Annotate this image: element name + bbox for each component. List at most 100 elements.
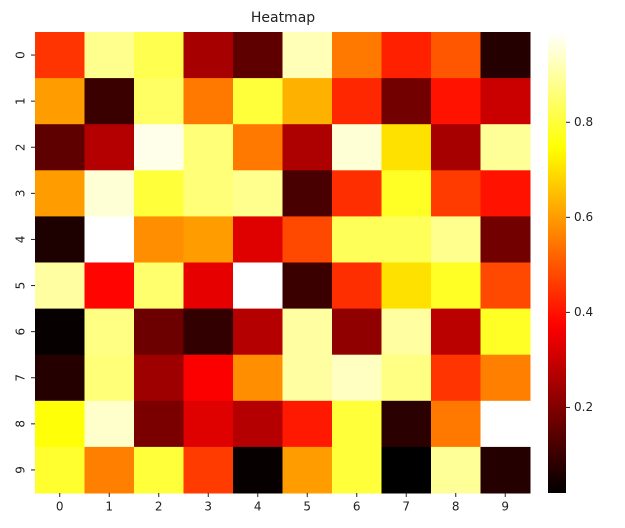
heatmap-cell	[282, 446, 333, 494]
heatmap-cell	[84, 354, 135, 402]
y-tick-label: 5	[14, 282, 28, 290]
heatmap-cell	[134, 446, 184, 494]
heatmap-cell	[480, 400, 531, 448]
colorbar-tick-label: 0.2	[574, 400, 593, 414]
heatmap-cell	[381, 32, 432, 79]
heatmap-cell	[381, 170, 432, 217]
heatmap-cell	[233, 262, 283, 310]
heatmap-cell	[183, 32, 234, 79]
heatmap-cell	[233, 446, 283, 494]
heatmap-cell	[381, 78, 432, 125]
heatmap-cell	[282, 216, 333, 263]
heatmap-cell	[381, 446, 432, 494]
heatmap-cell	[381, 308, 432, 356]
heatmap-cell	[233, 124, 283, 171]
heatmap-cell	[35, 400, 85, 448]
heatmap-cell	[183, 78, 234, 125]
heatmap-cell	[134, 354, 184, 402]
heatmap-cell	[233, 170, 283, 217]
y-tick-label: 6	[14, 328, 28, 336]
heatmap-cell	[381, 354, 432, 402]
heatmap-cell	[282, 124, 333, 171]
heatmap-cell	[84, 308, 135, 356]
heatmap-cell	[282, 78, 333, 125]
heatmap-cell	[282, 262, 333, 310]
x-tick-label: 4	[254, 500, 262, 514]
heatmap-cell	[480, 32, 531, 79]
heatmap-cell	[480, 262, 531, 310]
x-tick-label: 8	[452, 500, 460, 514]
heatmap-cell	[431, 32, 481, 79]
heatmap-cell	[480, 124, 531, 171]
heatmap-cell	[183, 308, 234, 356]
y-tick-label: 9	[14, 466, 28, 474]
heatmap-cell	[332, 262, 382, 310]
heatmap-cell	[183, 446, 234, 494]
colorbar-tick-label: 0.6	[574, 210, 593, 224]
heatmap-cell	[480, 446, 531, 494]
heatmap-cell	[282, 354, 333, 402]
heatmap-cell	[332, 170, 382, 217]
heatmap-cell	[332, 354, 382, 402]
heatmap-cell	[431, 308, 481, 356]
heatmap-cell	[134, 78, 184, 125]
heatmap-cell	[431, 170, 481, 217]
heatmap-cell	[233, 78, 283, 125]
heatmap-cell	[332, 124, 382, 171]
chart-title: Heatmap	[251, 10, 315, 26]
colorbar-tick-label: 0.8	[574, 115, 593, 129]
heatmap-cell	[332, 78, 382, 125]
x-tick-label: 0	[56, 500, 64, 514]
heatmap-cell	[332, 32, 382, 79]
heatmap-cell	[431, 446, 481, 494]
x-tick-label: 7	[402, 500, 410, 514]
heatmap-cell	[282, 400, 333, 448]
colorbar	[548, 32, 566, 493]
x-tick-label: 5	[303, 500, 311, 514]
heatmap-cell	[35, 32, 85, 79]
heatmap-cell	[332, 308, 382, 356]
y-tick-label: 3	[14, 190, 28, 198]
colorbar-tick-label: 0.4	[574, 305, 593, 319]
heatmap-cell	[233, 354, 283, 402]
heatmap-cell	[183, 262, 234, 310]
heatmap-cell	[233, 216, 283, 263]
heatmap-cell	[431, 400, 481, 448]
heatmap-cell	[84, 170, 135, 217]
heatmap-cell	[431, 78, 481, 125]
heatmap-cell	[183, 124, 234, 171]
heatmap-cell	[35, 216, 85, 263]
heatmap-cell	[183, 400, 234, 448]
heatmap-cell	[332, 400, 382, 448]
y-tick-label: 8	[14, 420, 28, 428]
heatmap-cell	[84, 32, 135, 79]
heatmap-cell	[480, 78, 531, 125]
heatmap-cell	[35, 308, 85, 356]
heatmap-cell	[431, 124, 481, 171]
heatmap-cell	[332, 216, 382, 263]
heatmap-cell	[84, 124, 135, 171]
y-tick-label: 0	[14, 51, 28, 59]
heatmap-cell	[134, 262, 184, 310]
x-tick-label: 1	[105, 500, 113, 514]
heatmap-cell	[35, 262, 85, 310]
y-tick-label: 1	[14, 97, 28, 105]
heatmap-cell	[381, 400, 432, 448]
heatmap-cell	[381, 262, 432, 310]
heatmap-cell	[134, 308, 184, 356]
heatmap-cell	[233, 32, 283, 79]
heatmap-cell	[183, 216, 234, 263]
heatmap-cell	[282, 170, 333, 217]
x-tick-label: 9	[501, 500, 509, 514]
heatmap-cell	[480, 170, 531, 217]
y-tick-label: 7	[14, 374, 28, 382]
x-tick-label: 3	[204, 500, 212, 514]
y-tick-label: 2	[14, 143, 28, 151]
heatmap-cell	[35, 78, 85, 125]
x-tick-label: 6	[353, 500, 361, 514]
heatmap-cell	[134, 400, 184, 448]
heatmap-cell	[134, 216, 184, 263]
heatmap-cell	[431, 354, 481, 402]
heatmap-cell	[332, 446, 382, 494]
